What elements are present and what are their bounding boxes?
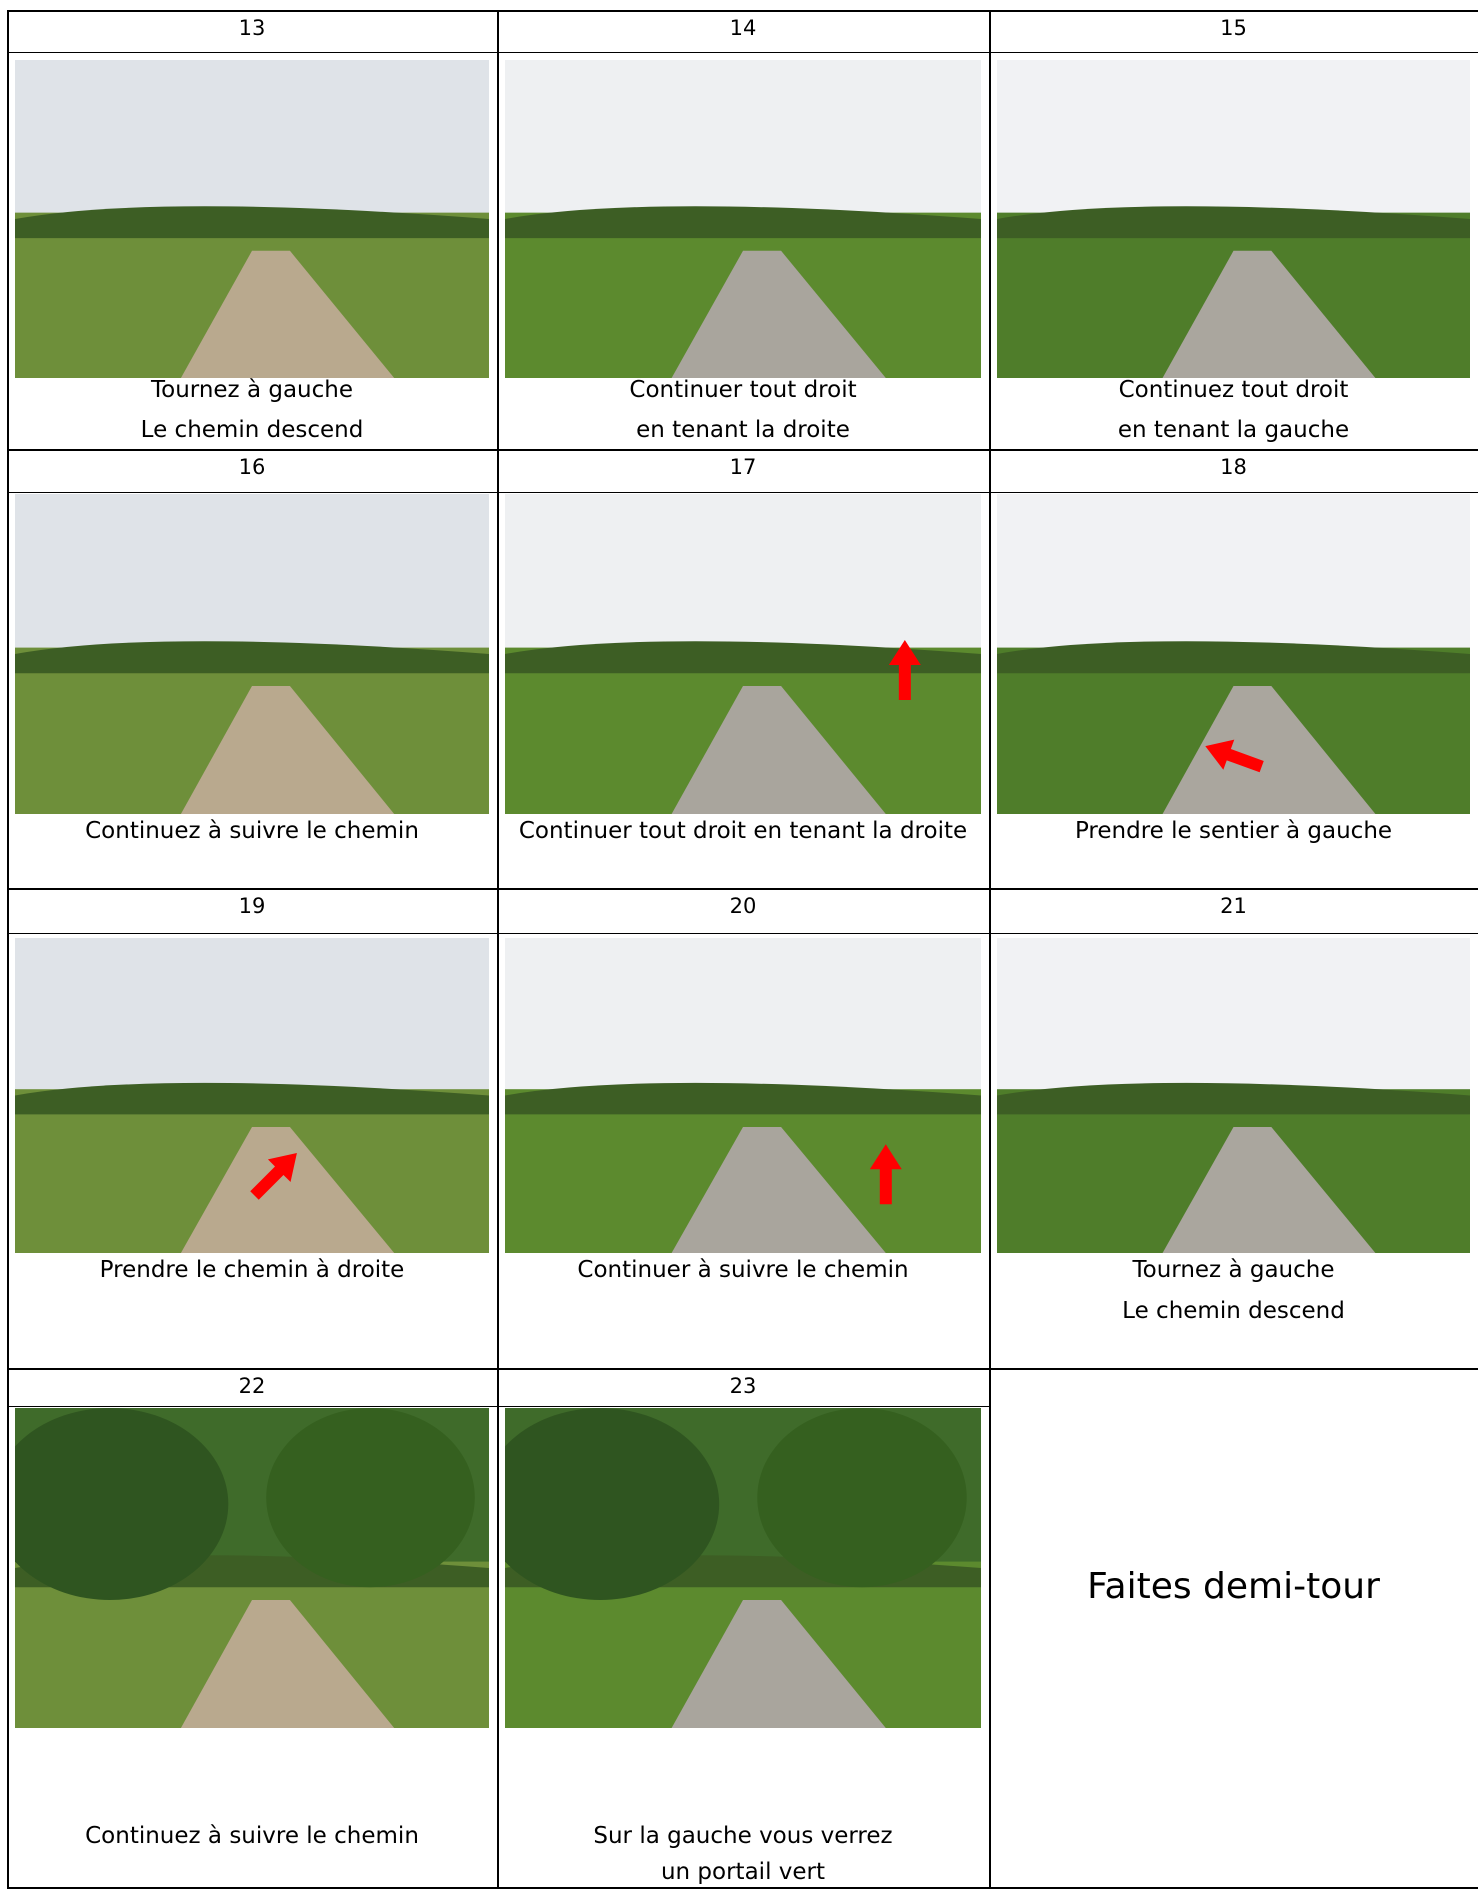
page: 13 Tournez à gauche Le chemin descend 14 Con… (0, 0, 1478, 1890)
caption: Prendre le sentier à gauche (989, 818, 1478, 844)
table-rule (7, 1887, 1478, 1889)
caption: Continuez à suivre le chemin (7, 818, 497, 844)
caption: Continuer tout droit (497, 377, 989, 403)
caption: Continuer à suivre le chemin (497, 1257, 989, 1283)
table-rule (7, 52, 1478, 53)
table-rule (7, 10, 9, 1887)
photo (997, 60, 1470, 378)
step-number: 21 (989, 894, 1478, 918)
step-number: 15 (989, 16, 1478, 40)
step-number: 20 (497, 894, 989, 918)
caption: un portail vert (497, 1859, 989, 1885)
caption: Continuez tout droit (989, 377, 1478, 403)
step-number: 23 (497, 1374, 989, 1398)
photo (505, 494, 981, 814)
table-rule (7, 933, 1478, 934)
caption: Le chemin descend (7, 417, 497, 443)
table-rule (7, 449, 1478, 451)
caption: en tenant la droite (497, 417, 989, 443)
caption: Continuer tout droit en tenant la droite (497, 818, 989, 844)
step-number: 13 (7, 16, 497, 40)
table-rule (7, 1368, 1478, 1370)
step-number: 16 (7, 455, 497, 479)
caption: Continuez à suivre le chemin (7, 1823, 497, 1849)
caption: Tournez à gauche (7, 377, 497, 403)
photo (997, 494, 1470, 814)
photo (505, 1408, 981, 1728)
photo (15, 1408, 489, 1728)
photo (15, 494, 489, 814)
step-number: 17 (497, 455, 989, 479)
caption: Sur la gauche vous verrez (497, 1823, 989, 1849)
step-number: 19 (7, 894, 497, 918)
table-rule (7, 1406, 989, 1407)
photo (505, 60, 981, 378)
photo (15, 938, 489, 1253)
table-rule (497, 10, 499, 1887)
step-number: 14 (497, 16, 989, 40)
step-number: 22 (7, 1374, 497, 1398)
photo (15, 60, 489, 378)
table-rule (7, 888, 1478, 890)
caption: Prendre le chemin à droite (7, 1257, 497, 1283)
caption: Le chemin descend (989, 1298, 1478, 1324)
step-number: 18 (989, 455, 1478, 479)
caption: Tournez à gauche (989, 1257, 1478, 1283)
table-rule (7, 10, 1478, 12)
photo (997, 938, 1470, 1253)
table-rule (7, 492, 1478, 493)
final-note: Faites demi-tour (989, 1566, 1478, 1607)
caption: en tenant la gauche (989, 417, 1478, 443)
photo (505, 938, 981, 1253)
